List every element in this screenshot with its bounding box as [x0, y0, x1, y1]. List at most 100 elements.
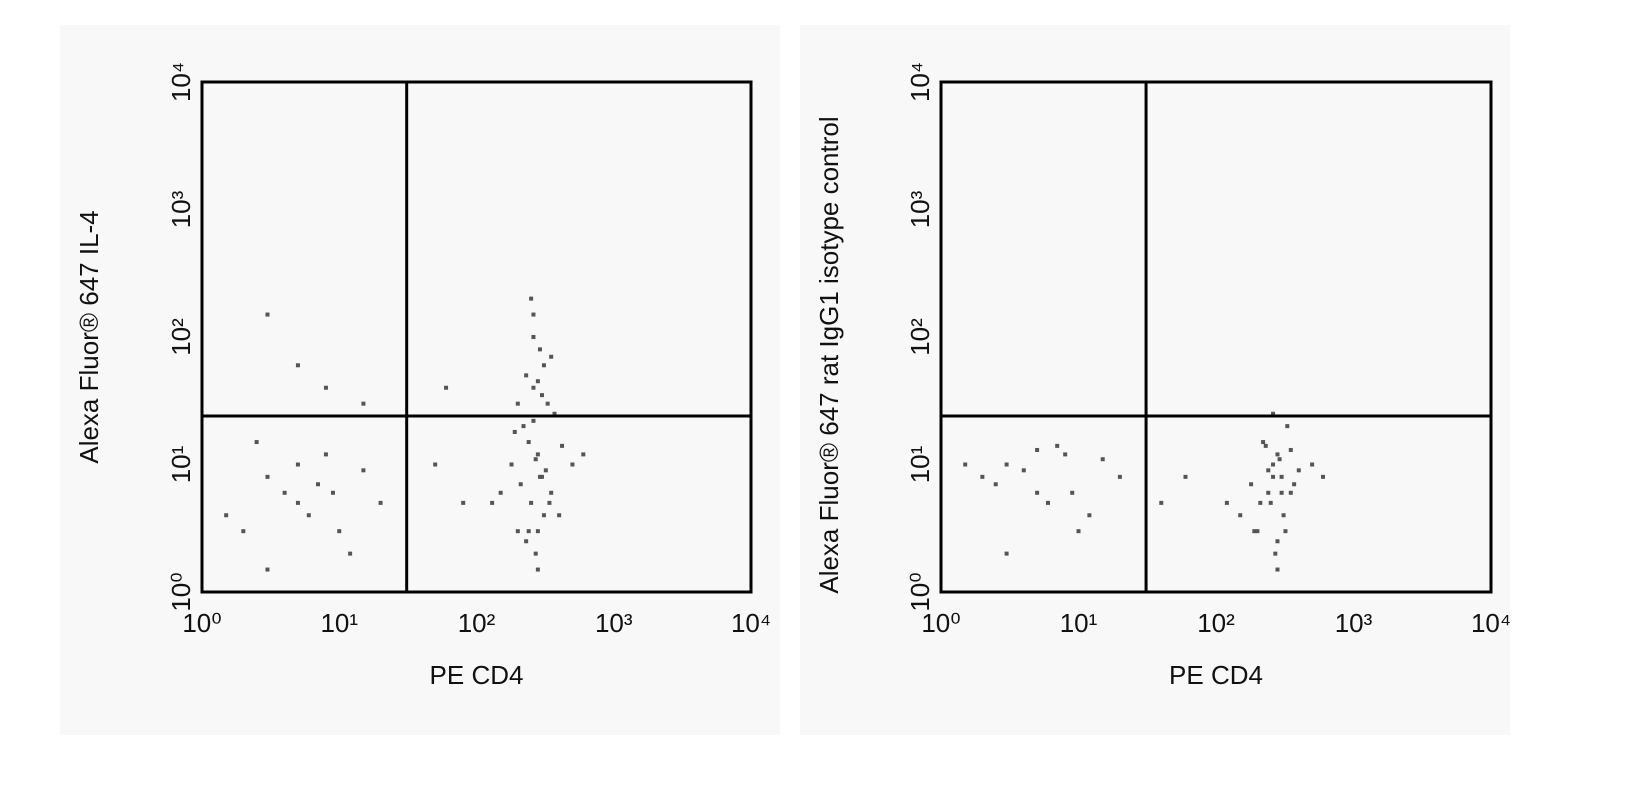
dot — [535, 529, 540, 534]
dot — [515, 401, 520, 406]
dot — [524, 539, 529, 544]
dot — [361, 401, 366, 406]
dot — [1277, 457, 1282, 462]
x-tick-label: 10³ — [1335, 608, 1373, 638]
dot — [1070, 490, 1075, 495]
dot — [1275, 539, 1280, 544]
dot — [545, 401, 550, 406]
y-tick-label: 10¹ — [166, 445, 196, 483]
x-tick-label: 10⁰ — [921, 608, 960, 638]
dot — [552, 411, 557, 416]
dot — [361, 468, 366, 473]
dot — [1266, 490, 1271, 495]
dot — [512, 429, 517, 434]
dot — [433, 462, 438, 467]
plot-frame — [939, 80, 1493, 594]
x-tick-label: 10¹ — [320, 608, 358, 638]
dot — [241, 529, 246, 534]
x-axis-label: PE CD4 — [1169, 660, 1263, 690]
dot — [535, 379, 540, 384]
dot — [980, 474, 985, 479]
dot — [537, 347, 542, 352]
panel-bg — [60, 25, 780, 735]
dot — [265, 474, 270, 479]
dot — [1004, 462, 1009, 467]
dot — [295, 363, 300, 368]
dot — [1279, 474, 1284, 479]
dot — [315, 482, 320, 487]
dot — [348, 551, 353, 556]
dot — [1266, 468, 1271, 473]
x-tick-label: 10² — [458, 608, 496, 638]
dot — [570, 462, 575, 467]
y-axis-label: Alexa Fluor® 647 rat IgG1 isotype contro… — [814, 116, 844, 593]
dot — [1035, 447, 1040, 452]
dot — [1320, 474, 1325, 479]
dot — [1310, 462, 1315, 467]
dot — [1292, 482, 1297, 487]
dot — [1249, 482, 1254, 487]
dot — [533, 551, 538, 556]
dot — [521, 424, 526, 429]
y-axis-label: Alexa Fluor® 647 IL-4 — [74, 210, 104, 463]
x-tick-label: 10³ — [595, 608, 633, 638]
dot — [444, 385, 449, 390]
y-tick-label: 10² — [905, 318, 935, 356]
dot — [1183, 474, 1188, 479]
dot — [490, 500, 495, 505]
dot — [1275, 567, 1280, 572]
dot — [1055, 443, 1060, 448]
dot — [378, 500, 383, 505]
dot — [1252, 529, 1257, 534]
dot — [539, 393, 544, 398]
panel-bg — [800, 25, 1510, 735]
dot — [1273, 551, 1278, 556]
dot — [1004, 551, 1009, 556]
dot — [509, 462, 514, 467]
x-tick-label: 10⁴ — [1471, 608, 1511, 638]
y-tick-label: 10⁰ — [166, 572, 196, 611]
dot — [1117, 474, 1122, 479]
dot — [330, 490, 335, 495]
dot — [1087, 513, 1092, 518]
dot — [529, 500, 534, 505]
dot — [224, 513, 229, 518]
dot — [541, 513, 546, 518]
dot — [533, 457, 538, 462]
x-tick-label: 10² — [1197, 608, 1235, 638]
dot — [1271, 474, 1276, 479]
dot — [518, 482, 523, 487]
dot — [1063, 452, 1068, 457]
dot — [1076, 529, 1081, 534]
dot — [526, 529, 531, 534]
dot — [515, 529, 520, 534]
plot-frame — [200, 80, 753, 594]
dot — [1288, 447, 1293, 452]
dot — [1263, 443, 1268, 448]
dot — [1045, 500, 1050, 505]
dot — [557, 513, 562, 518]
dot — [1238, 513, 1243, 518]
dot — [1285, 424, 1290, 429]
dot — [1281, 513, 1286, 518]
dot — [549, 354, 554, 359]
dot — [539, 474, 544, 479]
dot — [531, 418, 536, 423]
y-tick-label: 10³ — [166, 190, 196, 228]
dot — [337, 529, 342, 534]
dot — [282, 490, 287, 495]
dot — [993, 482, 998, 487]
dot — [1288, 490, 1293, 495]
dot — [1021, 468, 1026, 473]
dot — [531, 312, 536, 317]
dot — [537, 474, 542, 479]
dot — [254, 440, 259, 445]
y-tick-label: 10¹ — [905, 445, 935, 483]
dot — [531, 335, 536, 339]
dot — [549, 490, 554, 495]
dot — [524, 373, 529, 378]
dot — [1159, 500, 1164, 505]
dot — [1279, 490, 1284, 495]
dot — [547, 500, 552, 505]
dot — [1268, 500, 1273, 505]
